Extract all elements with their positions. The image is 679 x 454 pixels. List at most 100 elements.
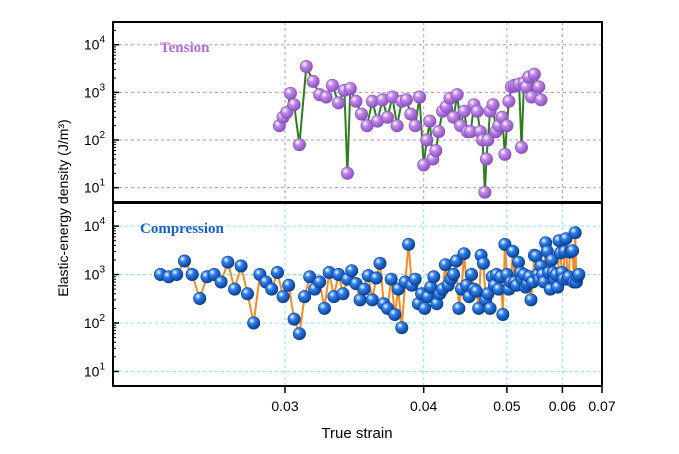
compression-data-point (214, 275, 228, 289)
compression-panel: 101 102 103 104 Compression (84, 202, 603, 387)
compression-data-point (465, 267, 479, 281)
tension-data-point (331, 96, 345, 110)
compression-title: Compression (140, 221, 225, 237)
tension-data-point (432, 125, 446, 139)
compression-data-point (221, 255, 235, 269)
tension-data-point (390, 119, 404, 133)
tension-data-point (502, 94, 516, 108)
tension-data-point (420, 133, 434, 147)
compression-data-point (241, 287, 255, 301)
tension-y-tick-label: 101 (84, 178, 106, 196)
tension-data-point (343, 82, 357, 96)
x-axis-label: True strain (321, 425, 392, 442)
compression-data-point (469, 284, 483, 298)
compression-data-point (365, 293, 379, 307)
compression-data-point (384, 272, 398, 286)
tension-data-point (532, 80, 546, 94)
tension-data-point (457, 104, 471, 118)
compression-data-point (559, 232, 573, 246)
tension-data-point (429, 144, 443, 158)
compression-data-point (282, 278, 296, 292)
tension-data-point (514, 140, 528, 154)
tension-data-point (399, 93, 413, 107)
compression-frame (112, 202, 603, 387)
tension-data-point (299, 59, 313, 73)
tension-data-point (287, 98, 301, 112)
compression-data-point (313, 275, 327, 289)
compression-data-point (298, 290, 312, 304)
compression-data-point (247, 316, 261, 330)
tension-data-point (447, 110, 461, 124)
tension-data-point (349, 94, 363, 108)
tension-data-point (534, 93, 548, 107)
compression-data-point (408, 272, 422, 286)
compression-data-point (317, 301, 331, 315)
tension-title: Tension (160, 40, 210, 56)
y-axis-label: Elastic-energy density (J/m³) (55, 119, 71, 296)
tension-data-point (340, 166, 354, 180)
compression-series (154, 226, 586, 341)
compression-data-point (418, 301, 432, 315)
tension-data-point (417, 158, 431, 172)
x-axis: 0.03 0.04 0.05 0.06 0.07 (271, 386, 616, 414)
compression-data-point (369, 271, 383, 285)
tension-data-point (470, 104, 484, 118)
compression-data-point (506, 244, 520, 258)
tension-y-tick-label: 104 (84, 35, 106, 53)
tension-data-point (325, 78, 339, 92)
compression-data-point (357, 282, 371, 296)
compression-data-point (438, 258, 452, 272)
compression-data-point (524, 293, 538, 307)
tension-data-point (354, 107, 368, 121)
tension-panel: 101 102 103 104 Tension (84, 21, 603, 203)
tension-data-point (498, 147, 512, 161)
compression-data-point (402, 237, 416, 251)
compression-data-point (572, 267, 586, 281)
tension-data-point (450, 88, 464, 102)
tension-data-point (423, 114, 437, 128)
compression-data-point (388, 307, 402, 321)
x-tick-label: 0.06 (549, 398, 576, 414)
tension-data-point (481, 133, 495, 147)
tension-data-point (319, 90, 333, 104)
compression-y-tick-label: 102 (84, 313, 106, 331)
compression-data-point (457, 247, 471, 261)
compression-data-point (395, 321, 409, 335)
x-tick-label: 0.03 (271, 398, 298, 414)
x-tick-label: 0.07 (588, 398, 615, 414)
compression-data-point (427, 270, 441, 284)
compression-data-point (476, 256, 490, 270)
tension-y-tick-label: 103 (84, 82, 106, 100)
tension-data-point (479, 152, 493, 166)
compression-data-point (228, 282, 242, 296)
compression-data-point (234, 259, 248, 273)
compression-data-point (185, 267, 199, 281)
compression-data-point (178, 254, 192, 268)
compression-data-point (568, 226, 582, 240)
tension-data-point (486, 98, 500, 112)
tension-series (272, 59, 548, 199)
compression-data-point (447, 267, 461, 281)
compression-data-point (345, 264, 359, 278)
compression-data-point (566, 244, 580, 258)
compression-data-point (265, 282, 279, 296)
tension-data-point (500, 119, 514, 133)
compression-y-axis: 101 102 103 104 (84, 211, 119, 379)
tension-data-point (404, 107, 418, 121)
tension-data-point (306, 74, 320, 88)
tension-data-point (527, 67, 541, 81)
compression-data-point (276, 290, 290, 304)
compression-data-point (292, 327, 306, 341)
tension-data-point (412, 90, 426, 104)
x-tick-label: 0.04 (410, 398, 437, 414)
tension-data-point (292, 138, 306, 152)
compression-data-point (193, 291, 207, 305)
compression-data-point (270, 265, 284, 279)
tension-data-point (408, 119, 422, 133)
compression-data-point (496, 307, 510, 321)
tension-y-axis: 101 102 103 104 (84, 29, 119, 196)
compression-data-point (452, 301, 466, 315)
compression-data-point (483, 301, 497, 315)
compression-data-point (336, 287, 350, 301)
